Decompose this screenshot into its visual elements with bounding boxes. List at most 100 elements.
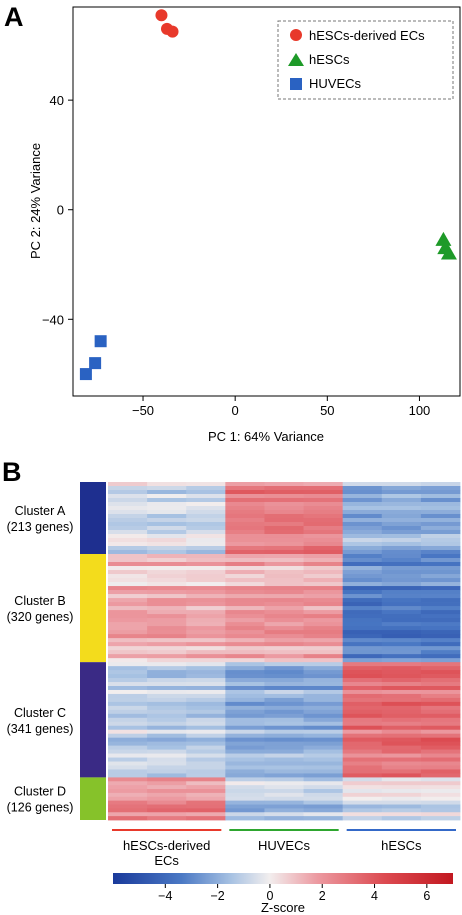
heatmap-cell: [342, 614, 383, 619]
heatmap-cell: [420, 582, 461, 587]
heatmap-cell: [381, 757, 422, 762]
heatmap-cell: [186, 745, 226, 750]
heatmap-cell: [264, 781, 304, 786]
heatmap-cell: [264, 682, 304, 687]
heatmap-cell: [147, 562, 187, 567]
heatmap-cell: [303, 602, 344, 607]
heatmap-cell: [342, 796, 383, 802]
heatmap-cell: [186, 686, 226, 691]
heatmap-cell: [225, 674, 265, 679]
heatmap-cell: [225, 816, 265, 821]
heatmap-cell: [342, 630, 383, 635]
heatmap-cell: [303, 816, 344, 821]
heatmap-cell: [264, 757, 304, 762]
heatmap-cell: [186, 562, 226, 567]
heatmap-cell: [186, 709, 226, 715]
heatmap-cell: [147, 729, 187, 735]
heatmap-cell: [147, 634, 187, 639]
heatmap-cell: [342, 509, 383, 515]
heatmap-cell: [264, 501, 304, 507]
heatmap-cell: [147, 618, 187, 623]
heatmap-cell: [381, 557, 422, 563]
heatmap-cell: [420, 497, 461, 503]
heatmap-cell: [147, 482, 187, 487]
heatmap-cell: [420, 578, 461, 583]
point-hescs: [440, 245, 457, 260]
heatmap-cell: [186, 497, 226, 503]
heatmap-cell: [420, 812, 461, 817]
heatmap-cell: [225, 541, 265, 547]
heatmap-cell: [303, 717, 344, 723]
heatmap-cell: [420, 785, 461, 790]
heatmap-cell: [303, 545, 344, 551]
heatmap-cell: [147, 626, 187, 631]
heatmap-cell: [108, 773, 148, 778]
heatmap-cell: [420, 646, 461, 651]
heatmap-cell: [381, 634, 422, 639]
heatmap-cell: [381, 753, 422, 758]
heatmap-cell: [420, 594, 461, 599]
heatmap-cell: [108, 654, 148, 659]
heatmap-cell: [264, 686, 304, 691]
heatmap-cell: [381, 501, 422, 507]
heatmap-cell: [342, 705, 383, 711]
heatmap-cell: [303, 553, 344, 559]
heatmap-cell: [342, 693, 383, 699]
heatmap-cell: [147, 489, 187, 495]
heatmap-cell: [264, 566, 304, 571]
heatmap-cell: [225, 638, 265, 643]
heatmap-cell: [264, 618, 304, 623]
heatmap-cell: [381, 525, 422, 531]
heatmap-cell: [420, 769, 461, 774]
heatmap-cell: [381, 781, 422, 786]
heatmap-cell: [381, 638, 422, 643]
heatmap-cell: [303, 713, 344, 719]
heatmap-cell: [264, 509, 304, 515]
heatmap-cell: [108, 796, 148, 802]
heatmap-cell: [186, 606, 226, 611]
heatmap-cell: [381, 816, 422, 821]
heatmap-cell: [108, 578, 148, 583]
heatmap-cell: [420, 741, 461, 747]
heatmap-cell: [225, 733, 265, 739]
heatmap-cell: [303, 670, 344, 675]
heatmap-cell: [147, 553, 187, 559]
heatmap-cell: [381, 749, 422, 754]
heatmap-cell: [381, 773, 422, 778]
heatmap-cell: [225, 705, 265, 711]
heatmap-cell: [108, 618, 148, 623]
heatmap-cell: [381, 598, 422, 603]
heatmap-cell: [342, 626, 383, 631]
heatmap-cell: [303, 562, 344, 567]
heatmap-cell: [186, 701, 226, 707]
heatmap-cell: [264, 574, 304, 579]
heatmap-cell: [186, 582, 226, 587]
heatmap-cell: [303, 482, 344, 487]
heatmap-cell: [186, 761, 226, 766]
heatmap-cell: [264, 553, 304, 559]
heatmap-cell: [225, 686, 265, 691]
heatmap-cell: [225, 630, 265, 635]
heatmap-cell: [108, 725, 148, 731]
heatmap-cell: [264, 541, 304, 547]
heatmap-cell: [303, 753, 344, 758]
heatmap-cell: [147, 670, 187, 675]
heatmap-cell: [147, 666, 187, 671]
heatmap-cell: [264, 489, 304, 495]
heatmap-cell: [303, 634, 344, 639]
heatmap-cell: [381, 566, 422, 571]
heatmap-cell: [342, 634, 383, 639]
heatmap-cell: [186, 586, 226, 591]
heatmap-cell: [225, 642, 265, 647]
heatmap-cell: [303, 574, 344, 579]
heatmap-cell: [225, 602, 265, 607]
heatmap-cell: [108, 737, 148, 743]
heatmap-cell: [108, 666, 148, 671]
heatmap-cell: [420, 505, 461, 511]
heatmap-cell: [186, 622, 226, 627]
heatmap-cell: [108, 717, 148, 723]
heatmap-cell: [264, 689, 304, 695]
heatmap-cell: [420, 796, 461, 802]
heatmap-cell: [342, 662, 383, 667]
